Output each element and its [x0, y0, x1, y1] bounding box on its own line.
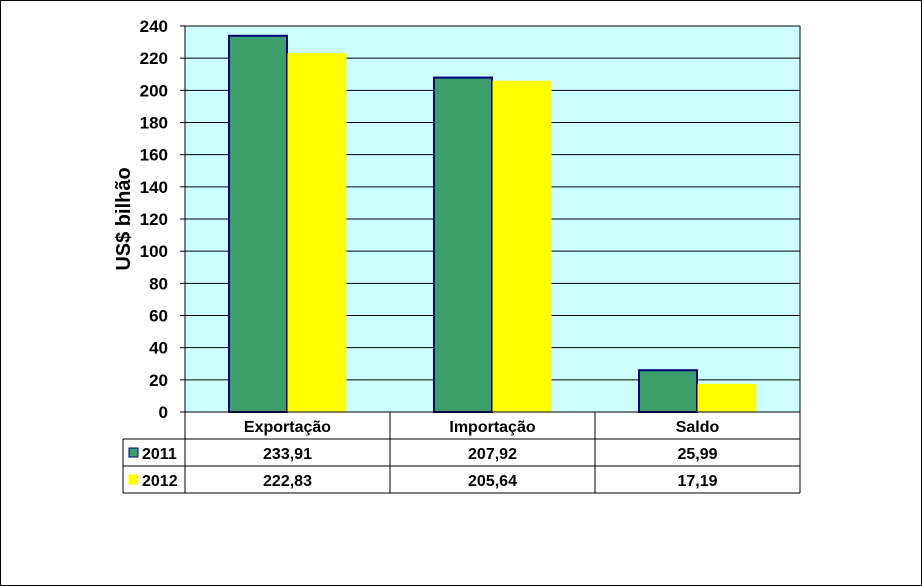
category-label: Exportação [244, 419, 331, 436]
y-tick-label: 240 [140, 17, 168, 36]
y-tick-label: 140 [140, 178, 168, 197]
legend-label-2012: 2012 [142, 473, 178, 490]
bar-2012-3 [697, 383, 757, 413]
bar-2011-1 [228, 34, 288, 414]
legend-swatch-2011 [128, 447, 139, 458]
data-value-2011: 25,99 [677, 446, 717, 463]
y-tick-label: 60 [149, 307, 168, 326]
y-tick-label: 80 [149, 274, 168, 293]
y-tick-label: 100 [140, 242, 168, 261]
bar-2012-2 [492, 80, 552, 413]
y-axis-label: US$ bilhão [113, 167, 135, 270]
y-tick-label: 160 [140, 146, 168, 165]
category-label: Importação [449, 419, 535, 436]
data-value-2011: 233,91 [263, 446, 312, 463]
bar-2011-3 [638, 369, 698, 413]
data-value-2012: 17,19 [677, 473, 717, 490]
data-value-2012: 205,64 [468, 473, 517, 490]
data-value-2011: 207,92 [468, 446, 517, 463]
y-tick-label: 0 [159, 403, 168, 422]
bar-2012-1 [287, 53, 347, 413]
data-value-2012: 222,83 [263, 473, 312, 490]
category-label: Saldo [676, 419, 720, 436]
legend-swatch-2012 [128, 474, 139, 485]
y-tick-label: 220 [140, 49, 168, 68]
y-tick-label: 180 [140, 114, 168, 133]
bar-2011-2 [433, 76, 493, 413]
y-tick-label: 120 [140, 210, 168, 229]
legend-label-2011: 2011 [142, 446, 177, 463]
y-tick-label: 200 [140, 81, 168, 100]
y-tick-label: 20 [149, 371, 168, 390]
y-tick-label: 40 [149, 339, 168, 358]
